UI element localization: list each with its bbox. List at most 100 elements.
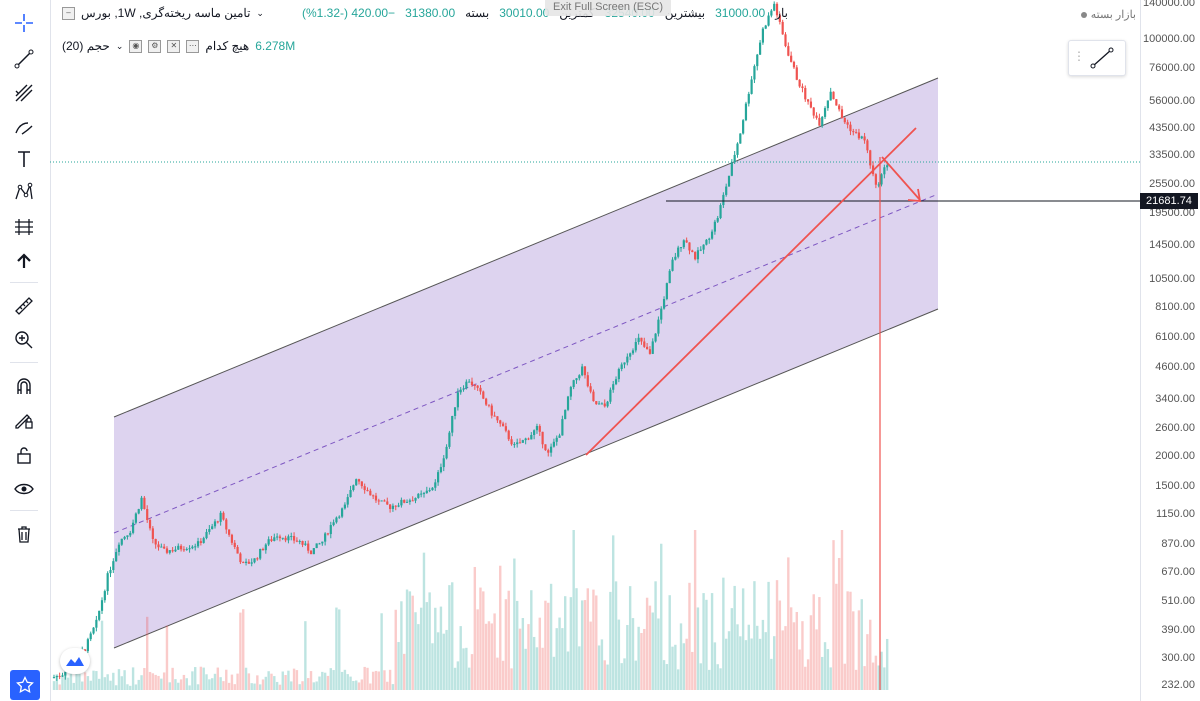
volume-bar bbox=[493, 613, 496, 690]
candle-body bbox=[544, 444, 547, 451]
volume-bar bbox=[270, 673, 273, 690]
volume-bar bbox=[804, 666, 807, 690]
pattern-icon[interactable] bbox=[9, 177, 39, 207]
candle-body bbox=[298, 541, 301, 543]
candle-body bbox=[490, 405, 493, 416]
unlock-icon[interactable] bbox=[9, 440, 39, 470]
candle-body bbox=[722, 194, 725, 206]
pitchfork-icon[interactable] bbox=[9, 78, 39, 108]
candle-body bbox=[665, 283, 668, 299]
candle-body bbox=[586, 375, 589, 387]
brush-icon[interactable] bbox=[9, 112, 39, 142]
volume-bar bbox=[710, 593, 714, 690]
price-chart[interactable] bbox=[50, 0, 1140, 701]
chart-pane[interactable] bbox=[50, 0, 1140, 701]
candle-body bbox=[855, 132, 858, 134]
candle-body bbox=[874, 174, 877, 185]
volume-bar bbox=[532, 636, 536, 690]
candle-body bbox=[513, 444, 516, 446]
text-icon[interactable] bbox=[9, 144, 39, 174]
ruler-icon[interactable] bbox=[9, 291, 39, 321]
volume-bar bbox=[453, 667, 457, 690]
volume-bar bbox=[309, 671, 313, 690]
eye-icon[interactable] bbox=[9, 474, 39, 504]
candle-body bbox=[213, 521, 217, 527]
volume-bar bbox=[363, 666, 366, 690]
candle-body bbox=[880, 174, 883, 185]
candle-body bbox=[651, 341, 654, 354]
candle-body bbox=[185, 548, 188, 550]
candle-body bbox=[230, 534, 234, 543]
volume-bar bbox=[482, 591, 485, 690]
candle-body bbox=[332, 522, 335, 526]
trend-line-icon[interactable] bbox=[1089, 46, 1115, 70]
candle-body bbox=[202, 538, 205, 543]
volume-bar bbox=[552, 656, 556, 690]
candle-body bbox=[600, 403, 604, 405]
candle-body bbox=[877, 184, 880, 186]
price-tick-label: 3400.00 bbox=[1155, 393, 1195, 406]
volume-bar bbox=[321, 671, 324, 690]
volume-bar bbox=[724, 638, 728, 690]
volume-bar bbox=[747, 624, 750, 690]
candle-body bbox=[787, 46, 790, 56]
candle-body bbox=[691, 250, 694, 253]
volume-bar bbox=[798, 649, 801, 690]
prediction-icon[interactable] bbox=[9, 212, 39, 242]
volume-bar bbox=[476, 609, 479, 690]
collapse-legend-button[interactable]: – bbox=[62, 6, 75, 20]
volume-bar bbox=[846, 591, 849, 690]
trend-line-icon[interactable] bbox=[9, 44, 39, 74]
eye-icon[interactable]: ◉ bbox=[129, 39, 143, 53]
candle-body bbox=[778, 15, 781, 22]
zoom-in-icon[interactable] bbox=[9, 325, 39, 355]
candle-body bbox=[148, 520, 152, 529]
candle-body bbox=[750, 79, 753, 94]
volume-bar bbox=[854, 669, 858, 690]
volume-bar bbox=[470, 654, 474, 690]
volume-bar bbox=[688, 582, 691, 690]
candle-body bbox=[623, 362, 626, 365]
chevron-down-icon[interactable]: ⌄ bbox=[256, 7, 264, 18]
volume-study-title[interactable]: حجم (20) bbox=[62, 39, 110, 53]
candle-body bbox=[869, 150, 872, 166]
settings-icon[interactable]: ⚙ bbox=[148, 39, 162, 53]
candle-body bbox=[256, 558, 259, 560]
drag-handle-icon[interactable]: ⋮ bbox=[1073, 49, 1085, 63]
close-icon[interactable]: ✕ bbox=[167, 39, 181, 53]
volume-bar bbox=[685, 638, 688, 690]
volume-bar bbox=[566, 651, 570, 690]
crosshair-icon[interactable] bbox=[9, 8, 39, 38]
lock-drawing-icon[interactable] bbox=[9, 405, 39, 435]
symbol-legend: – تامین ماسه ریخته‌گری, 1W, بورس ⌄ bbox=[62, 6, 264, 20]
trash-icon[interactable] bbox=[9, 519, 39, 549]
volume-bar bbox=[459, 626, 462, 690]
volume-bar bbox=[465, 647, 468, 690]
toolbar-divider bbox=[10, 510, 38, 511]
candle-body bbox=[284, 537, 287, 541]
volume-bar bbox=[614, 581, 618, 690]
price-axis[interactable]: 140000.00 100000.00 76000.00 56000.00 43500.… bbox=[1140, 0, 1200, 701]
candle-body bbox=[340, 508, 344, 517]
candle-body bbox=[372, 495, 375, 497]
favorites-star-button[interactable] bbox=[10, 670, 40, 700]
more-icon[interactable]: ⋯ bbox=[186, 39, 200, 53]
volume-bar bbox=[863, 666, 866, 690]
exit-fullscreen-hint[interactable]: Exit Full Screen (ESC) bbox=[545, 0, 672, 16]
magnet-icon[interactable] bbox=[9, 371, 39, 401]
tradingview-logo[interactable] bbox=[60, 648, 90, 674]
arrow-up-icon[interactable] bbox=[9, 246, 39, 276]
candle-body bbox=[747, 93, 750, 104]
chevron-down-icon[interactable]: ⌄ bbox=[115, 40, 124, 51]
volume-bar bbox=[340, 671, 344, 690]
volume-bar bbox=[628, 586, 632, 690]
volume-bar bbox=[538, 617, 541, 690]
volume-bar bbox=[580, 600, 584, 690]
candle-body bbox=[448, 432, 451, 447]
symbol-title[interactable]: تامین ماسه ریخته‌گری, 1W, بورس bbox=[81, 6, 251, 20]
volume-bar bbox=[312, 682, 316, 690]
volume-bar bbox=[518, 628, 522, 690]
candle-body bbox=[473, 385, 476, 387]
candle-body bbox=[742, 120, 745, 134]
floating-drawing-toolbar[interactable]: ⋮ bbox=[1068, 40, 1126, 76]
